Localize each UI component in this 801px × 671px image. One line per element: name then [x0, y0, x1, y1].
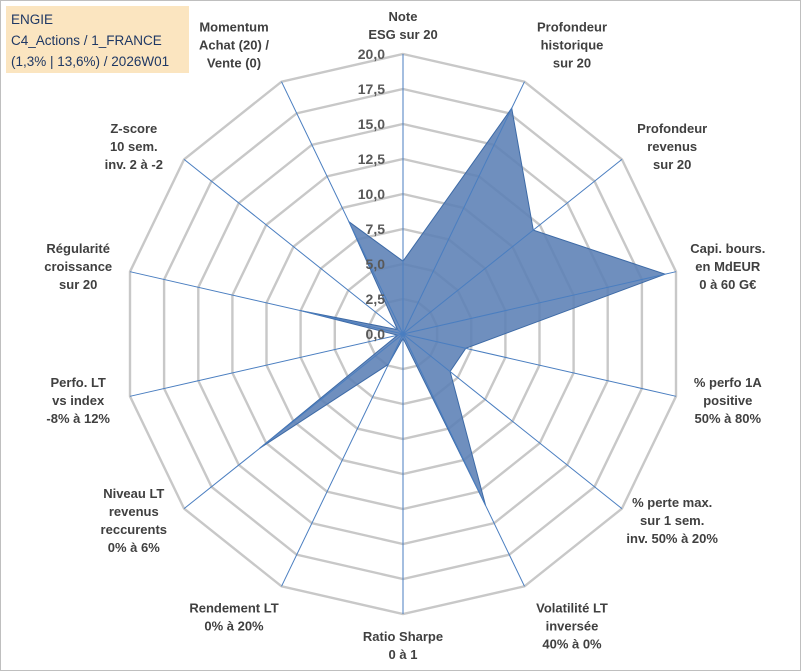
axis-spoke-11 [129, 271, 404, 335]
title-line-3: (1,3% | 13,6%) / 2026W01 [11, 54, 170, 69]
axis-label-2: Profondeur revenus sur 20 [637, 121, 707, 172]
tick-label: 12,5 [358, 151, 385, 167]
tick-label: 17,5 [358, 81, 385, 97]
axis-label-9: Niveau LT revenus reccurents 0% à 6% [101, 486, 167, 555]
axis-spoke-2 [402, 159, 623, 335]
series-area-0 [259, 106, 667, 506]
axis-label-11: Régularité croissance sur 20 [44, 241, 112, 292]
axis-spoke-3 [402, 271, 677, 335]
axis-spoke-10 [129, 333, 404, 397]
axis-spoke-4 [402, 333, 677, 397]
axis-label-8: Rendement LT 0% à 20% [189, 601, 278, 634]
spoke-layer [129, 54, 677, 614]
axis-spoke-1 [402, 81, 525, 335]
tick-label: 7,5 [366, 221, 386, 237]
axis-spoke-5 [402, 333, 623, 509]
axis-label-6: Volatilité LT inversée 40% à 0% [536, 601, 608, 652]
tick-label: 20,0 [358, 46, 385, 62]
axis-label-4: % perfo 1A positive 50% à 80% [694, 375, 763, 426]
chart-title-box: ENGIE C4_Actions / 1_FRANCE (1,3% | 13,6… [6, 6, 189, 73]
axis-spoke-6 [402, 333, 525, 587]
tick-label: 0,0 [366, 326, 386, 342]
series-layer [259, 106, 667, 506]
axis-label-layer: Note ESG sur 20 Profondeur historique sur 20… [44, 9, 765, 662]
tick-label: 10,0 [358, 186, 385, 202]
axis-label-5: % perte max. sur 1 sem. inv. 50% à 20% [626, 495, 718, 546]
axis-label-0: Note ESG sur 20 [368, 9, 437, 42]
tick-label: 5,0 [366, 256, 386, 272]
tick-label: 2,5 [366, 291, 386, 307]
axis-spoke-12 [183, 159, 404, 335]
tick-label: 15,0 [358, 116, 385, 132]
axis-label-10: Perfo. LT vs index -8% à 12% [46, 375, 110, 426]
tick-layer: 0,0 2,5 5,0 7,5 10,0 12,5 15,0 17,5 20,0 [358, 46, 385, 342]
axis-label-3: Capi. bours. en MdEUR 0 à 60 G€ [690, 241, 765, 292]
axis-label-7: Ratio Sharpe 0 à 1 [363, 629, 443, 662]
axis-label-1: Profondeur historique sur 20 [537, 20, 607, 71]
axis-spoke-8 [281, 333, 404, 587]
axis-spoke-13 [281, 81, 404, 335]
axis-spoke-9 [183, 333, 404, 509]
title-line-1: ENGIE [11, 12, 54, 27]
axis-label-13: Momentum Achat (20) / Vente (0) [199, 20, 269, 71]
axis-label-12: Z-score 10 sem. inv. 2 à -2 [105, 121, 163, 172]
title-line-2: C4_Actions / 1_FRANCE [11, 33, 162, 48]
